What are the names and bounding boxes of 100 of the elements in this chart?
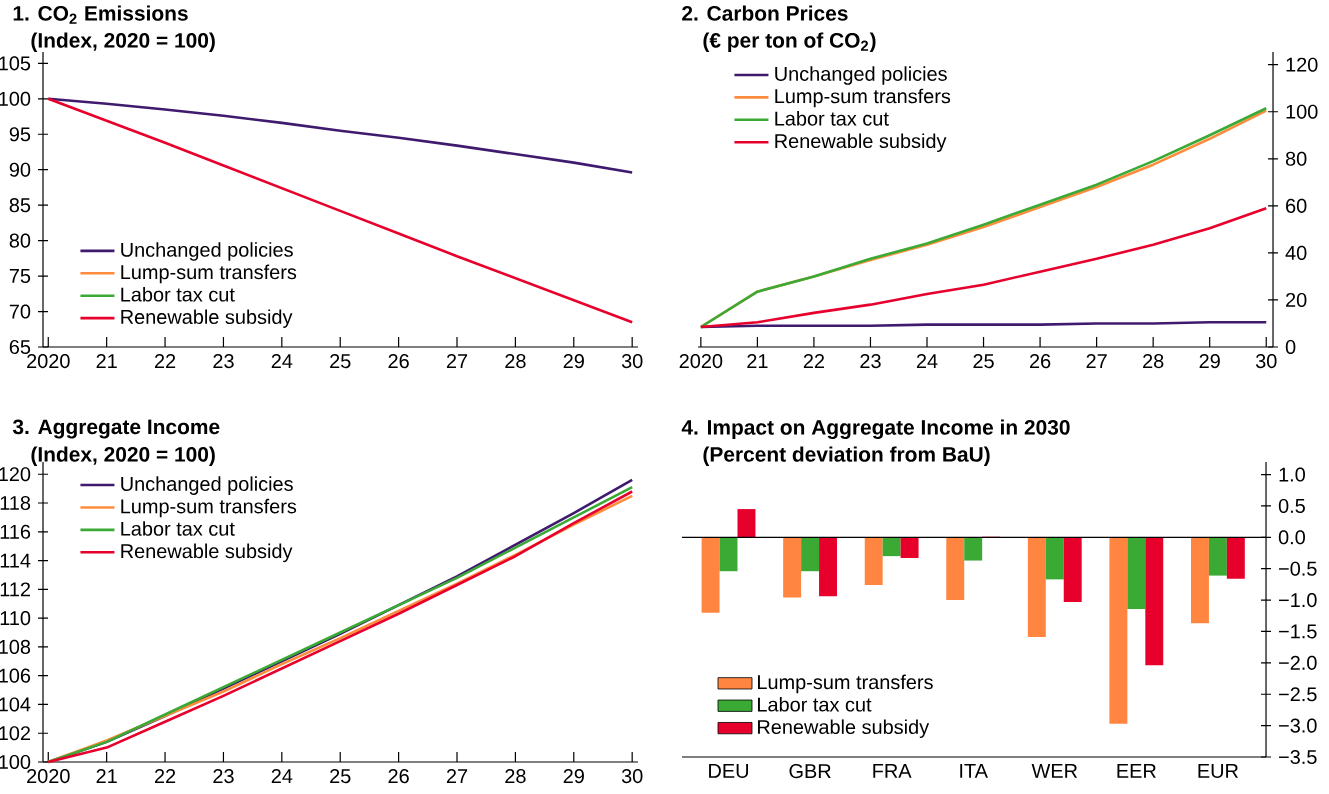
y-tick-label: −1.5 [1279, 624, 1317, 639]
y-tick-label: 80 [9, 233, 31, 248]
x-tick-label: 23 [860, 354, 881, 369]
x-tick-label: 21 [96, 769, 117, 783]
y-tick-label: −1.0 [1279, 593, 1317, 608]
y-tick-label: 108 [0, 639, 31, 654]
x-tick-label: 27 [446, 769, 468, 783]
y-tick-label: −2.0 [1279, 655, 1317, 670]
y-tick-label: 102 [0, 726, 30, 741]
legend-label: Labor tax cut [121, 286, 235, 302]
legend-label: Lump-sum transfers [121, 264, 297, 284]
y-tick-label: 100 [1286, 104, 1318, 119]
x-tick-label: WER [1031, 764, 1078, 778]
chart-subtitle: (Percent deviation from BaU) [703, 446, 990, 466]
x-tick-label: GBR [789, 764, 831, 779]
y-tick-label: 120 [0, 467, 31, 482]
y-tick-label: 106 [0, 668, 31, 683]
chart-title: 3. Aggregate Income [12, 419, 220, 439]
y-tick-label: 105 [0, 56, 31, 71]
x-tick-label: 25 [973, 354, 994, 369]
y-tick-label: 120 [1286, 57, 1318, 72]
y-tick-label: 95 [9, 127, 31, 142]
x-tick-label: 26 [388, 769, 409, 784]
y-tick-label: 114 [0, 553, 31, 568]
chart-title: 1. CO$_{2}$ Emissions [13, 5, 188, 24]
y-tick-label: 104 [0, 697, 31, 712]
y-tick-label: 110 [0, 611, 31, 626]
x-tick-label: 29 [563, 769, 584, 784]
x-tick-label: 28 [1143, 354, 1164, 369]
x-tick-label: EER [1117, 764, 1156, 778]
x-tick-label: DEU [709, 764, 749, 778]
x-tick-label: 22 [154, 354, 176, 368]
y-tick-label: 0 [1285, 339, 1296, 355]
y-tick-label: 90 [9, 162, 31, 177]
y-tick-label: 112 [0, 582, 30, 597]
y-tick-label: 116 [0, 524, 31, 539]
x-tick-label: 26 [1030, 354, 1051, 369]
y-tick-label: 85 [9, 198, 31, 213]
legend-label: Renewable subsidy [121, 543, 293, 563]
x-tick-label: 29 [1199, 354, 1220, 369]
chart-title: 4. Impact on Aggregate Income in 2030 [681, 419, 1070, 439]
y-tick-label: 70 [9, 304, 31, 319]
x-tick-label: ITA [960, 764, 988, 778]
legend-label: Lump-sum transfers [775, 88, 951, 108]
x-tick-label: FRA [873, 764, 912, 778]
legend-label: Labor tax cut [775, 111, 889, 126]
x-tick-label: 27 [1086, 354, 1107, 368]
x-tick-label: 30 [1255, 354, 1277, 369]
x-tick-label: 22 [154, 769, 176, 783]
y-tick-label: 1.0 [1279, 467, 1305, 482]
legend-label: Renewable subsidy [121, 309, 293, 328]
y-tick-label: 75 [9, 269, 31, 284]
y-tick-label: 0.5 [1278, 498, 1305, 513]
x-tick-label: 28 [505, 769, 526, 784]
x-tick-label: EUR [1198, 764, 1239, 778]
legend-label: Labor tax cut [121, 521, 235, 536]
x-tick-label: 27 [446, 354, 468, 368]
x-tick-label: 2020 [27, 354, 70, 369]
chart-title: 2. Carbon Prices [682, 5, 848, 21]
y-tick-label: −0.5 [1279, 561, 1317, 576]
legend-label: Lump-sum transfers [758, 674, 933, 694]
y-tick-label: 100 [0, 91, 31, 106]
x-tick-label: 29 [563, 354, 584, 369]
x-tick-label: 26 [388, 354, 409, 369]
chart-subtitle: (Index, 2020 = 100) [31, 446, 215, 466]
y-tick-label: 100 [0, 754, 31, 770]
y-tick-label: −2.5 [1279, 687, 1317, 702]
x-tick-label: 21 [96, 354, 117, 368]
x-tick-label: 24 [271, 354, 293, 368]
x-tick-label: 28 [505, 354, 526, 369]
legend-label: Renewable subsidy [758, 719, 930, 738]
x-tick-label: 25 [330, 769, 351, 784]
y-tick-label: 40 [1285, 245, 1307, 260]
x-tick-label: 30 [621, 354, 643, 369]
legend-label: Labor tax cut [758, 697, 872, 712]
legend-label: Unchanged policies [775, 66, 947, 85]
y-tick-label: 20 [1286, 292, 1307, 307]
x-tick-label: 23 [213, 354, 234, 369]
legend-label: Lump-sum transfers [121, 498, 297, 518]
x-tick-label: 2020 [27, 769, 70, 784]
x-tick-label: 2020 [679, 354, 723, 369]
x-tick-label: 24 [916, 354, 938, 368]
chart-subtitle: (Index, 2020 = 100) [31, 32, 215, 52]
y-tick-label: 65 [9, 339, 31, 355]
y-tick-label: −3.5 [1279, 749, 1317, 765]
x-tick-label: 23 [213, 769, 234, 784]
legend-label: Renewable subsidy [775, 133, 947, 153]
chart-subtitle: (€ per ton of CO$_{2}$) [703, 32, 876, 52]
legend-label: Unchanged policies [121, 242, 293, 261]
x-tick-label: 25 [330, 354, 351, 369]
y-tick-label: 0.0 [1278, 530, 1305, 545]
legend-label: Unchanged policies [121, 476, 293, 495]
y-tick-label: −3.0 [1279, 718, 1317, 733]
y-tick-label: 118 [0, 495, 31, 511]
y-tick-label: 80 [1285, 151, 1307, 166]
x-tick-label: 30 [621, 769, 643, 784]
y-tick-label: 60 [1286, 198, 1307, 213]
x-tick-label: 22 [803, 354, 825, 368]
x-tick-label: 21 [747, 354, 768, 368]
x-tick-label: 24 [271, 769, 293, 783]
